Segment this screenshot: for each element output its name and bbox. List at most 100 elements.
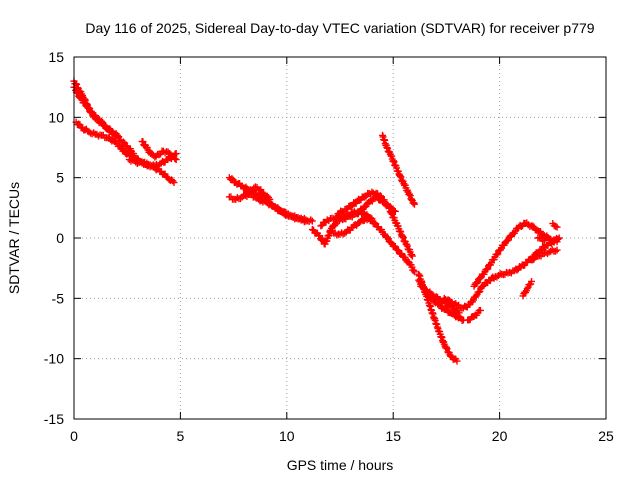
data-point <box>387 239 395 247</box>
data-point <box>317 222 325 230</box>
data-point <box>323 216 331 224</box>
data-point <box>455 309 463 317</box>
data-point <box>75 120 83 128</box>
data-point <box>475 288 483 296</box>
data-point <box>172 156 180 164</box>
data-point <box>237 195 245 203</box>
data-points <box>70 77 563 365</box>
axis-ticks <box>73 56 607 420</box>
data-point <box>536 234 543 242</box>
data-track <box>464 306 484 324</box>
data-point <box>406 190 414 198</box>
x-tick-label: 5 <box>177 428 185 444</box>
data-track <box>534 234 548 245</box>
data-point <box>553 238 561 246</box>
data-point <box>473 279 481 287</box>
data-point <box>553 246 561 254</box>
data-point <box>476 287 484 295</box>
data-point <box>442 343 450 351</box>
data-point <box>453 357 461 365</box>
y-tick-label: 10 <box>48 109 64 125</box>
data-point <box>410 268 418 276</box>
data-point <box>410 200 418 208</box>
chart-title: Day 116 of 2025, Sidereal Day-to-day VTE… <box>85 20 594 36</box>
data-point <box>98 117 106 125</box>
data-point <box>164 148 172 156</box>
data-point <box>119 138 127 146</box>
x-tick-label: 15 <box>385 428 401 444</box>
data-point <box>115 133 123 141</box>
data-point <box>171 155 179 163</box>
data-point <box>552 222 560 230</box>
y-tick-label: -10 <box>44 351 64 367</box>
data-point <box>443 345 451 353</box>
data-point <box>74 89 82 97</box>
data-point <box>361 203 369 211</box>
tick-labels: 0 5 10 15 20 25 -15 -10 -5 0 5 10 15 <box>44 49 614 444</box>
data-point <box>523 285 531 293</box>
data-point <box>408 252 416 260</box>
data-track <box>138 137 180 164</box>
data-point <box>396 172 404 180</box>
data-point <box>155 151 163 159</box>
y-tick-label: 15 <box>48 49 64 65</box>
data-point <box>410 199 418 207</box>
data-point <box>553 223 561 231</box>
grid-lines <box>74 57 606 419</box>
data-point <box>73 88 81 96</box>
data-point <box>307 216 315 224</box>
x-tick-label: 10 <box>279 428 295 444</box>
x-axis-label: GPS time / hours <box>287 457 394 473</box>
data-point <box>302 217 310 225</box>
data-point <box>493 251 501 259</box>
data-point <box>84 103 92 111</box>
x-tick-label: 20 <box>492 428 508 444</box>
data-point <box>308 217 316 225</box>
data-track <box>240 183 274 203</box>
data-point <box>347 203 355 211</box>
data-track <box>519 277 536 300</box>
data-track <box>70 83 123 141</box>
data-point <box>90 129 98 137</box>
data-point <box>543 232 551 240</box>
data-point <box>370 219 378 227</box>
data-point <box>266 195 274 203</box>
x-tick-label: 25 <box>598 428 614 444</box>
data-point <box>528 277 536 285</box>
data-point <box>376 192 384 200</box>
y-axis-label: SDTVAR / TECUs <box>6 182 22 294</box>
data-point <box>170 178 178 186</box>
data-point <box>551 247 559 255</box>
data-point <box>397 173 405 181</box>
data-track <box>470 219 561 290</box>
data-point <box>555 234 563 242</box>
data-point <box>415 276 423 284</box>
data-point <box>113 131 121 139</box>
y-tick-label: 0 <box>56 230 64 246</box>
data-point <box>476 306 484 314</box>
data-point <box>494 250 502 258</box>
data-point <box>410 266 418 274</box>
data-point <box>540 236 548 244</box>
data-point <box>228 175 236 183</box>
data-point <box>529 222 537 230</box>
data-point <box>408 251 416 259</box>
data-track <box>330 215 418 276</box>
y-tick-label: -5 <box>52 290 65 306</box>
y-tick-label: -15 <box>44 411 64 427</box>
data-track <box>225 191 310 226</box>
data-point <box>551 236 559 244</box>
data-track <box>549 220 561 231</box>
x-tick-label: 0 <box>70 428 78 444</box>
data-point <box>384 144 392 152</box>
data-point <box>331 222 339 230</box>
data-track <box>528 246 561 264</box>
data-point <box>361 193 369 201</box>
data-point <box>161 149 169 157</box>
data-point <box>403 242 411 250</box>
data-point <box>403 240 411 248</box>
data-point <box>513 266 521 274</box>
y-tick-label: 5 <box>56 170 64 186</box>
data-point <box>484 265 492 273</box>
